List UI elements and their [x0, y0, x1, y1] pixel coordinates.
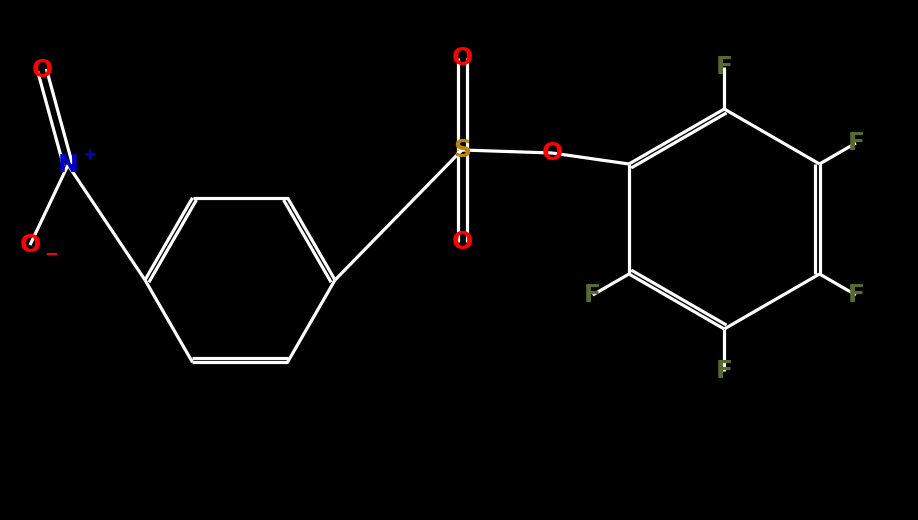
Text: F: F	[847, 131, 865, 155]
Text: F: F	[847, 283, 865, 307]
Text: N: N	[58, 153, 78, 177]
Text: O: O	[452, 46, 473, 70]
Text: F: F	[716, 359, 733, 383]
Text: O: O	[31, 58, 52, 82]
Text: −: −	[44, 244, 58, 262]
Text: O: O	[542, 141, 563, 165]
Text: O: O	[452, 230, 473, 254]
Text: F: F	[584, 283, 601, 307]
Text: F: F	[716, 55, 733, 79]
Text: S: S	[453, 138, 471, 162]
Text: +: +	[82, 146, 95, 164]
Text: O: O	[19, 233, 40, 257]
